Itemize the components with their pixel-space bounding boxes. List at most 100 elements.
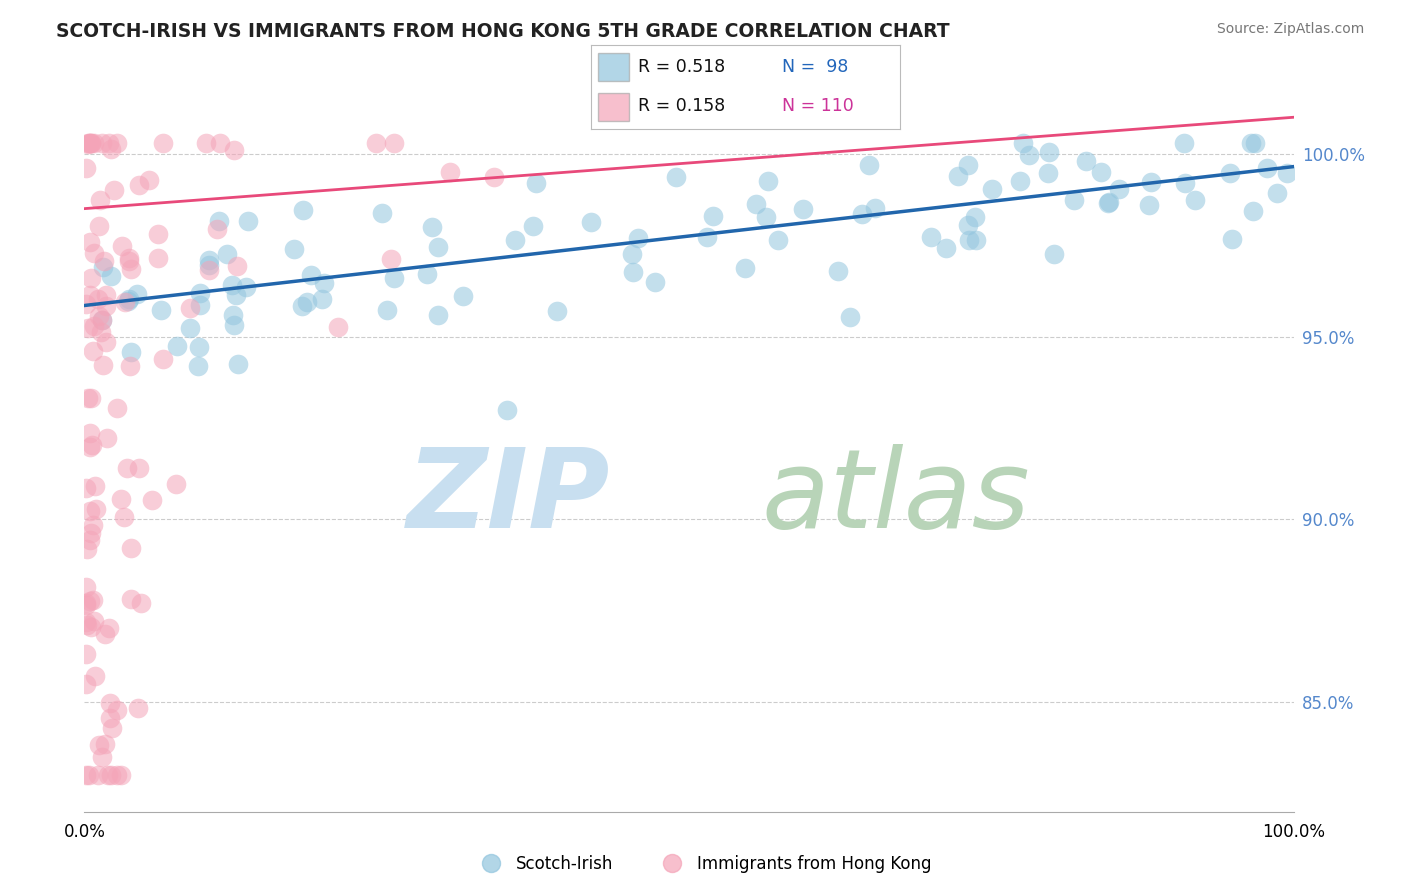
Point xyxy=(292,202,315,217)
Point xyxy=(94,334,117,349)
Point xyxy=(291,299,314,313)
Point xyxy=(524,176,547,190)
Point xyxy=(766,233,789,247)
Point xyxy=(146,251,169,265)
Point xyxy=(76,137,98,152)
Point xyxy=(496,402,519,417)
Point xyxy=(188,285,211,300)
Point xyxy=(422,219,444,234)
Point xyxy=(621,247,644,261)
Point xyxy=(98,696,121,710)
Point xyxy=(105,401,128,415)
Point xyxy=(75,647,97,661)
Point xyxy=(380,252,402,267)
Point xyxy=(127,701,149,715)
Point xyxy=(1240,136,1263,150)
Point xyxy=(79,440,101,454)
Point xyxy=(1139,175,1161,189)
Point xyxy=(128,178,150,192)
Point xyxy=(522,219,544,233)
Point xyxy=(1173,136,1195,150)
Point xyxy=(963,211,986,225)
Point xyxy=(79,391,101,405)
Point xyxy=(76,136,98,150)
Point xyxy=(84,502,107,516)
Point xyxy=(79,235,101,249)
Point xyxy=(935,241,957,255)
Point xyxy=(166,339,188,353)
Point xyxy=(120,541,142,555)
Point xyxy=(118,292,141,306)
Point xyxy=(75,595,97,609)
Point xyxy=(215,246,238,260)
Point xyxy=(416,267,439,281)
Point xyxy=(82,593,104,607)
Point xyxy=(76,392,98,406)
Text: R = 0.518: R = 0.518 xyxy=(638,58,725,76)
Point xyxy=(90,750,112,764)
Point xyxy=(744,197,766,211)
Point xyxy=(179,320,201,334)
Point xyxy=(957,233,980,247)
Point xyxy=(957,158,980,172)
Point xyxy=(311,292,333,306)
Point xyxy=(75,481,97,495)
Point xyxy=(863,201,886,215)
Legend: Scotch-Irish, Immigrants from Hong Kong: Scotch-Irish, Immigrants from Hong Kong xyxy=(468,848,938,880)
Point xyxy=(188,298,211,312)
Point xyxy=(187,340,209,354)
Point xyxy=(194,136,217,150)
Point xyxy=(858,158,880,172)
Point xyxy=(110,492,132,507)
Point xyxy=(198,263,221,277)
Point xyxy=(1275,166,1298,180)
Text: ZIP: ZIP xyxy=(406,443,610,550)
Bar xyxy=(599,54,630,81)
Point xyxy=(94,627,117,641)
Point xyxy=(93,260,115,274)
Point xyxy=(1137,198,1160,212)
Point xyxy=(755,211,778,225)
Point xyxy=(128,461,150,475)
Point xyxy=(103,183,125,197)
Point xyxy=(79,504,101,518)
Text: N = 110: N = 110 xyxy=(782,97,853,115)
Point xyxy=(80,271,103,285)
Point xyxy=(86,768,108,782)
Point xyxy=(110,768,132,782)
Point xyxy=(115,461,138,475)
Point xyxy=(87,309,110,323)
Point xyxy=(503,234,526,248)
Point xyxy=(83,614,105,628)
Point xyxy=(235,280,257,294)
Point xyxy=(1256,161,1278,176)
Point xyxy=(120,344,142,359)
Point xyxy=(111,239,134,253)
Point xyxy=(89,194,111,208)
Point xyxy=(1241,203,1264,218)
Point xyxy=(79,594,101,608)
Point xyxy=(371,206,394,220)
Text: atlas: atlas xyxy=(762,443,1031,550)
Point xyxy=(946,169,969,183)
Point xyxy=(957,218,980,232)
Point xyxy=(482,170,505,185)
Point xyxy=(1098,195,1121,210)
Point xyxy=(100,142,122,156)
Point xyxy=(209,136,232,150)
Point xyxy=(79,533,101,548)
Point xyxy=(146,227,169,241)
Point xyxy=(91,313,114,327)
Point xyxy=(644,275,666,289)
Point xyxy=(75,297,97,311)
Point xyxy=(1008,174,1031,188)
Point xyxy=(453,289,475,303)
Point xyxy=(96,431,118,445)
Point xyxy=(91,359,114,373)
Point xyxy=(1220,232,1243,246)
Point xyxy=(120,261,142,276)
Point xyxy=(1063,193,1085,207)
Point xyxy=(198,258,221,272)
Point xyxy=(299,268,322,283)
Point xyxy=(851,207,873,221)
